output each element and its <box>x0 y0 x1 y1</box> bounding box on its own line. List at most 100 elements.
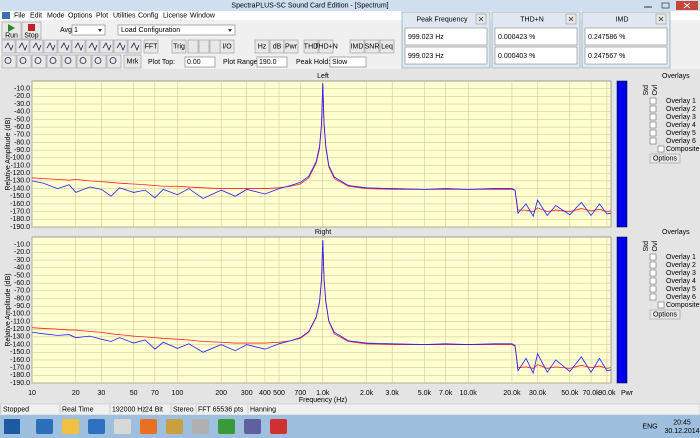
taskbar-app[interactable] <box>192 419 209 434</box>
plot-range-field[interactable] <box>256 56 288 68</box>
composite-label[interactable]: Composite <box>666 302 700 309</box>
overlay-checkbox[interactable] <box>649 253 657 261</box>
overlay-checkbox[interactable] <box>649 113 657 121</box>
menu-item[interactable]: Edit <box>30 12 42 19</box>
tool-button[interactable] <box>99 39 114 54</box>
overlay-checkbox[interactable] <box>649 285 657 293</box>
tool-button[interactable] <box>198 39 210 54</box>
menu-item[interactable]: Config <box>138 12 158 19</box>
tool-button[interactable] <box>15 39 30 54</box>
plot-top-value[interactable]: 0.00 <box>187 59 201 66</box>
mode-button[interactable] <box>143 39 159 54</box>
mode-button-label[interactable]: IMD <box>351 43 364 50</box>
overlay-name[interactable]: Overlay 3 <box>666 114 696 121</box>
menu-item[interactable]: Utilities <box>113 12 136 19</box>
window-controls[interactable] <box>640 1 698 10</box>
run-label[interactable]: Run <box>5 32 18 39</box>
tool-button[interactable] <box>187 39 199 54</box>
peak-hold-dropdown[interactable] <box>329 56 367 68</box>
tool-button[interactable] <box>57 39 72 54</box>
overlay-name[interactable]: Overlay 2 <box>666 106 696 113</box>
taskbar-app[interactable] <box>62 419 79 434</box>
overlay-checkbox[interactable] <box>649 261 657 269</box>
zoom-button[interactable] <box>46 54 62 69</box>
taskbar-app[interactable] <box>140 419 157 434</box>
menu-item[interactable]: Options <box>68 12 93 19</box>
overlay-name[interactable]: Overlay 6 <box>666 138 696 145</box>
mode-button[interactable] <box>303 39 319 54</box>
mode-button-label[interactable]: Pwr <box>285 43 298 50</box>
mode-button[interactable] <box>379 39 395 54</box>
overlay-name[interactable]: Overlay 6 <box>666 294 696 301</box>
composite-checkbox[interactable] <box>657 145 665 153</box>
menu-item[interactable]: Window <box>190 12 216 19</box>
composite-label[interactable]: Composite <box>666 146 700 153</box>
mode-button-label[interactable]: Hz <box>258 43 267 50</box>
overlay-name[interactable]: Overlay 1 <box>666 254 696 261</box>
overlay-name[interactable]: Overlay 5 <box>666 130 696 137</box>
plot-range-value[interactable]: 190.0 <box>259 59 277 66</box>
peak-hold-value[interactable]: Slow <box>332 59 348 66</box>
marker-button[interactable] <box>123 54 142 69</box>
menu-item[interactable]: Mode <box>47 12 65 19</box>
mode-button[interactable] <box>171 39 187 54</box>
overlay-name[interactable]: Overlay 4 <box>666 278 696 285</box>
config-dropdown[interactable] <box>117 24 236 36</box>
composite-checkbox[interactable] <box>657 301 665 309</box>
menu-item[interactable]: File <box>14 12 25 19</box>
avg-dropdown[interactable] <box>71 24 106 36</box>
zoom-button[interactable] <box>61 54 77 69</box>
tool-button[interactable] <box>209 39 221 54</box>
zoom-button[interactable] <box>76 54 92 69</box>
overlay-name[interactable]: Overlay 5 <box>666 286 696 293</box>
options-button[interactable] <box>649 153 681 164</box>
run-button[interactable] <box>1 21 22 40</box>
taskbar-app[interactable] <box>114 419 131 434</box>
taskbar-app[interactable] <box>36 419 53 434</box>
plot-top-field[interactable] <box>184 56 216 68</box>
mode-button-label[interactable]: Trig <box>173 43 185 50</box>
tool-button[interactable] <box>113 39 128 54</box>
overlay-checkbox[interactable] <box>649 129 657 137</box>
zoom-button[interactable] <box>106 54 122 69</box>
taskbar-app[interactable] <box>244 419 261 434</box>
maximize-button[interactable] <box>658 1 674 10</box>
mode-button-label[interactable]: THD+N <box>314 43 338 50</box>
taskbar-app[interactable] <box>270 419 287 434</box>
overlay-checkbox[interactable] <box>649 137 657 145</box>
tool-button[interactable] <box>1 39 16 54</box>
menu-item[interactable]: Plot <box>96 12 108 19</box>
mode-button[interactable] <box>364 39 380 54</box>
marker-label[interactable]: Mrk <box>127 58 139 65</box>
overlay-checkbox[interactable] <box>649 97 657 105</box>
tool-button[interactable] <box>85 39 100 54</box>
options-button[interactable] <box>649 309 681 320</box>
overlay-checkbox[interactable] <box>649 121 657 129</box>
tool-button[interactable] <box>71 39 86 54</box>
stop-label[interactable]: Stop <box>24 32 39 39</box>
config-value[interactable]: Load Configuration <box>121 27 180 34</box>
taskbar-app[interactable] <box>166 419 183 434</box>
tool-button[interactable] <box>127 39 142 54</box>
mode-button[interactable] <box>254 39 270 54</box>
options-label[interactable]: Options <box>653 311 678 318</box>
taskbar-app[interactable] <box>88 419 105 434</box>
options-label[interactable]: Options <box>653 155 678 162</box>
minimize-button[interactable] <box>640 1 656 10</box>
mode-button-label[interactable]: I/O <box>222 43 232 50</box>
tool-button[interactable] <box>29 39 44 54</box>
mode-button[interactable] <box>283 39 299 54</box>
overlay-name[interactable]: Overlay 4 <box>666 122 696 129</box>
taskbar-app[interactable] <box>218 419 235 434</box>
menu-item[interactable]: License <box>163 12 187 19</box>
zoom-button[interactable] <box>1 54 17 69</box>
mode-button-label[interactable]: FFT <box>145 43 159 50</box>
start-button[interactable] <box>4 419 20 434</box>
mode-button-label[interactable]: SNR <box>365 43 380 50</box>
overlay-checkbox[interactable] <box>649 105 657 113</box>
mode-button-label[interactable]: dB <box>273 43 282 50</box>
overlay-checkbox[interactable] <box>649 277 657 285</box>
zoom-button[interactable] <box>16 54 32 69</box>
avg-value[interactable]: 1 <box>74 27 78 34</box>
overlay-name[interactable]: Overlay 2 <box>666 262 696 269</box>
